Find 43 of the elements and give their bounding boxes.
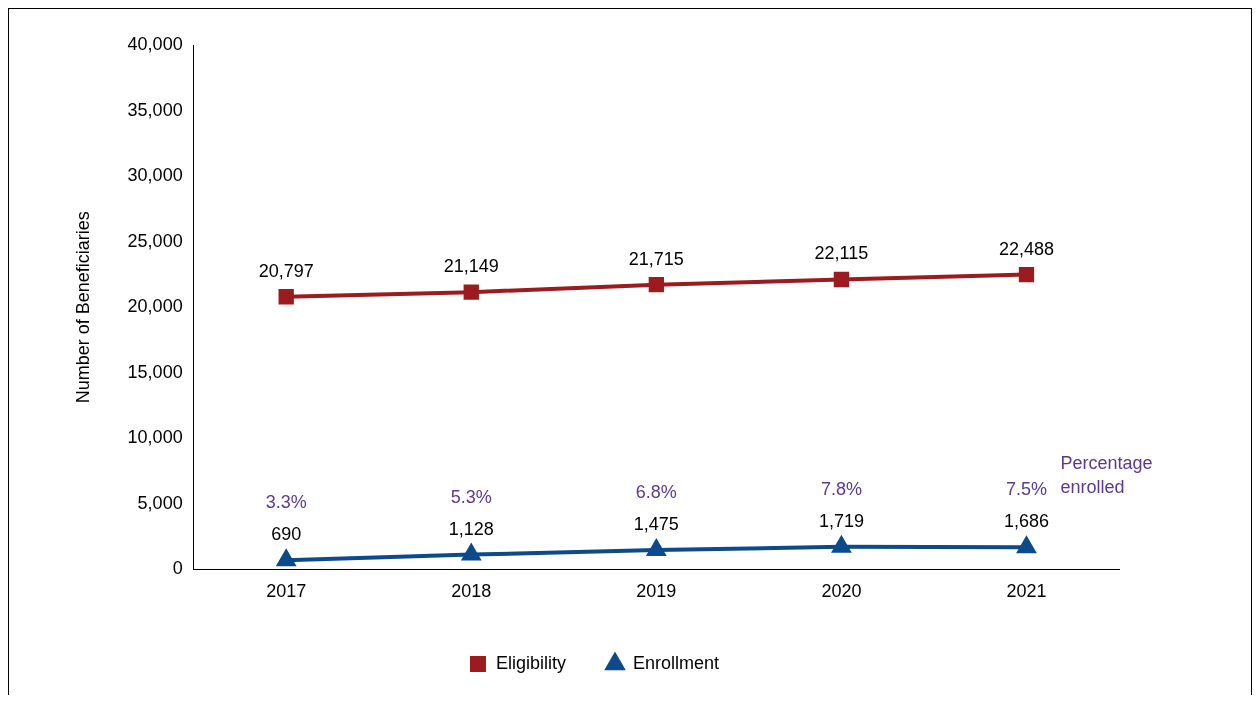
y-tick-label: 40,000 — [127, 33, 183, 54]
point — [648, 277, 664, 293]
x-tick-label: 2021 — [1006, 581, 1047, 602]
x-tick-label: 2017 — [266, 581, 307, 602]
x-tick-label: 2019 — [636, 581, 677, 602]
x-tick-label: 2018 — [451, 581, 492, 602]
y-tick-label: 5,000 — [137, 492, 183, 513]
point — [833, 271, 850, 288]
data-label: 22,488 — [998, 238, 1054, 259]
y-tick-label: 25,000 — [127, 230, 183, 251]
point — [1017, 537, 1036, 554]
y-tick-label: 30,000 — [127, 165, 183, 186]
annotation: 7.5% — [1005, 479, 1047, 500]
legend-label: Enrollment — [632, 652, 720, 673]
y-tick-label: 10,000 — [127, 427, 183, 448]
point — [277, 550, 296, 567]
annotation: Percentage enrolled — [1060, 453, 1153, 498]
annotation: 5.3% — [450, 486, 492, 507]
point — [1018, 266, 1035, 283]
point — [463, 284, 479, 300]
data-label: 20,797 — [258, 260, 314, 281]
data-label: 21,149 — [443, 256, 499, 277]
y-tick-label: 20,000 — [127, 296, 183, 317]
legend-label: Eligibility — [495, 652, 566, 673]
point — [461, 542, 482, 561]
point — [278, 289, 294, 305]
data-label: 1,475 — [633, 514, 679, 535]
data-label: 690 — [271, 524, 302, 545]
y-axis-title: Number of Beneficiaries — [72, 211, 93, 404]
data-label: 1,686 — [1003, 511, 1049, 532]
point — [647, 540, 666, 557]
data-label: 22,115 — [814, 243, 869, 264]
y-tick-label: 35,000 — [127, 99, 183, 120]
x-tick-label: 2020 — [821, 581, 862, 602]
y-tick-label: 0 — [172, 558, 183, 579]
data-label: 1,719 — [818, 510, 864, 531]
annotation: 3.3% — [265, 492, 307, 513]
point — [831, 534, 852, 553]
y-tick-label: 15,000 — [127, 361, 183, 382]
data-label: 1,128 — [448, 518, 494, 539]
annotation: 6.8% — [635, 482, 677, 503]
annotation: 7.8% — [820, 478, 862, 499]
data-label: 21,715 — [628, 248, 684, 269]
